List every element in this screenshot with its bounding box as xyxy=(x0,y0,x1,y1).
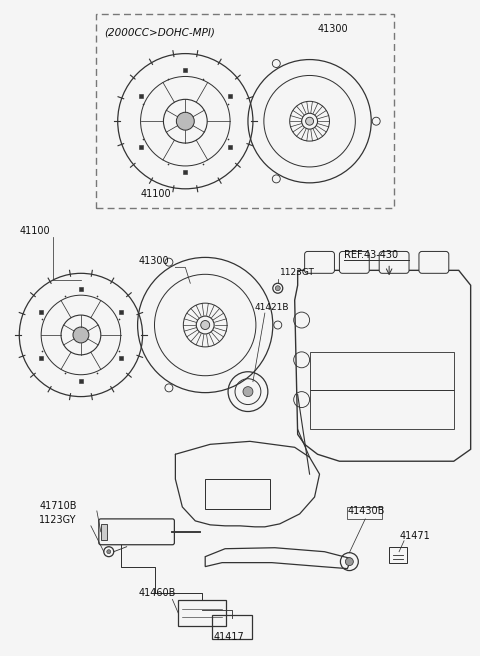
Text: 1123GY: 1123GY xyxy=(39,515,77,525)
Text: 41421B: 41421B xyxy=(255,303,289,312)
Circle shape xyxy=(243,386,253,397)
Text: 1123GT: 1123GT xyxy=(280,268,315,277)
Bar xyxy=(101,524,107,540)
Text: 41300: 41300 xyxy=(139,256,169,266)
Circle shape xyxy=(306,117,313,125)
Text: 41100: 41100 xyxy=(19,226,50,236)
Text: REF.43-430: REF.43-430 xyxy=(344,251,398,260)
Text: 41430B: 41430B xyxy=(348,506,385,516)
Text: 41471: 41471 xyxy=(399,531,430,541)
Bar xyxy=(205,479,270,509)
Text: 41100: 41100 xyxy=(141,189,171,199)
Circle shape xyxy=(73,327,89,343)
Text: 41417: 41417 xyxy=(213,632,244,642)
Circle shape xyxy=(176,112,194,130)
Bar xyxy=(310,390,454,430)
Circle shape xyxy=(346,558,353,565)
Text: (2000CC>DOHC-MPI): (2000CC>DOHC-MPI) xyxy=(104,28,215,37)
FancyBboxPatch shape xyxy=(339,251,369,274)
FancyBboxPatch shape xyxy=(305,251,335,274)
Circle shape xyxy=(201,321,210,329)
Text: 41460B: 41460B xyxy=(139,588,176,598)
Text: 41710B: 41710B xyxy=(39,501,77,511)
FancyBboxPatch shape xyxy=(419,251,449,274)
Circle shape xyxy=(107,550,111,554)
Circle shape xyxy=(276,286,280,291)
Text: 41300: 41300 xyxy=(318,24,348,33)
Bar xyxy=(310,352,454,390)
Bar xyxy=(348,507,382,519)
FancyBboxPatch shape xyxy=(379,251,409,274)
